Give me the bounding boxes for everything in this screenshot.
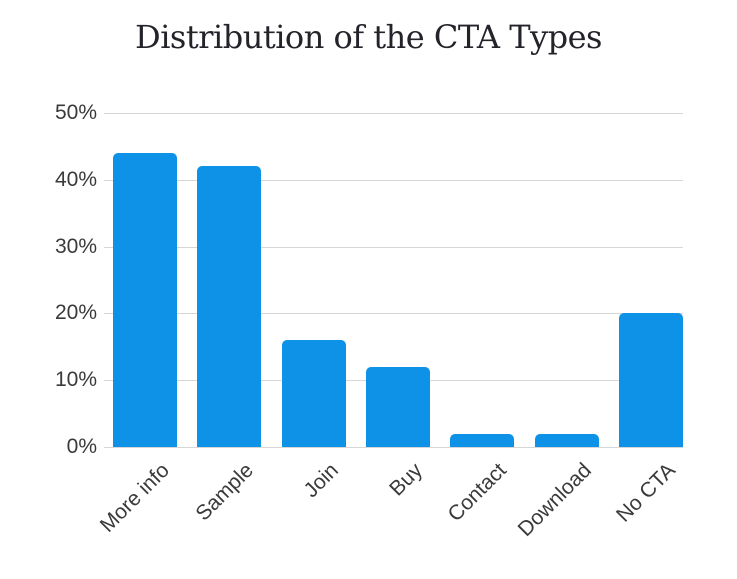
chart-title: Distribution of the CTA Types [135,18,602,56]
y-axis-tick-label: 50% [54,101,97,124]
y-axis-tick-label: 20% [54,301,97,325]
gridline-20 [104,313,683,315]
bar-download [534,433,599,447]
y-axis-tick-label: 10% [54,368,97,392]
gridline-30 [104,246,683,248]
gridline-0 [104,447,683,448]
gridline-50 [104,113,683,114]
gridline-40 [104,179,683,181]
bar-sample [197,166,262,447]
y-axis-tick-label: 0% [66,435,97,458]
bar-buy [365,366,430,447]
y-axis-tick-label: 40% [54,167,97,191]
bar-more-info [113,153,177,447]
bar-contact [450,433,515,447]
bar-no-cta [618,313,683,447]
y-axis-tick-label: 30% [54,234,97,258]
bar-join [281,340,346,447]
